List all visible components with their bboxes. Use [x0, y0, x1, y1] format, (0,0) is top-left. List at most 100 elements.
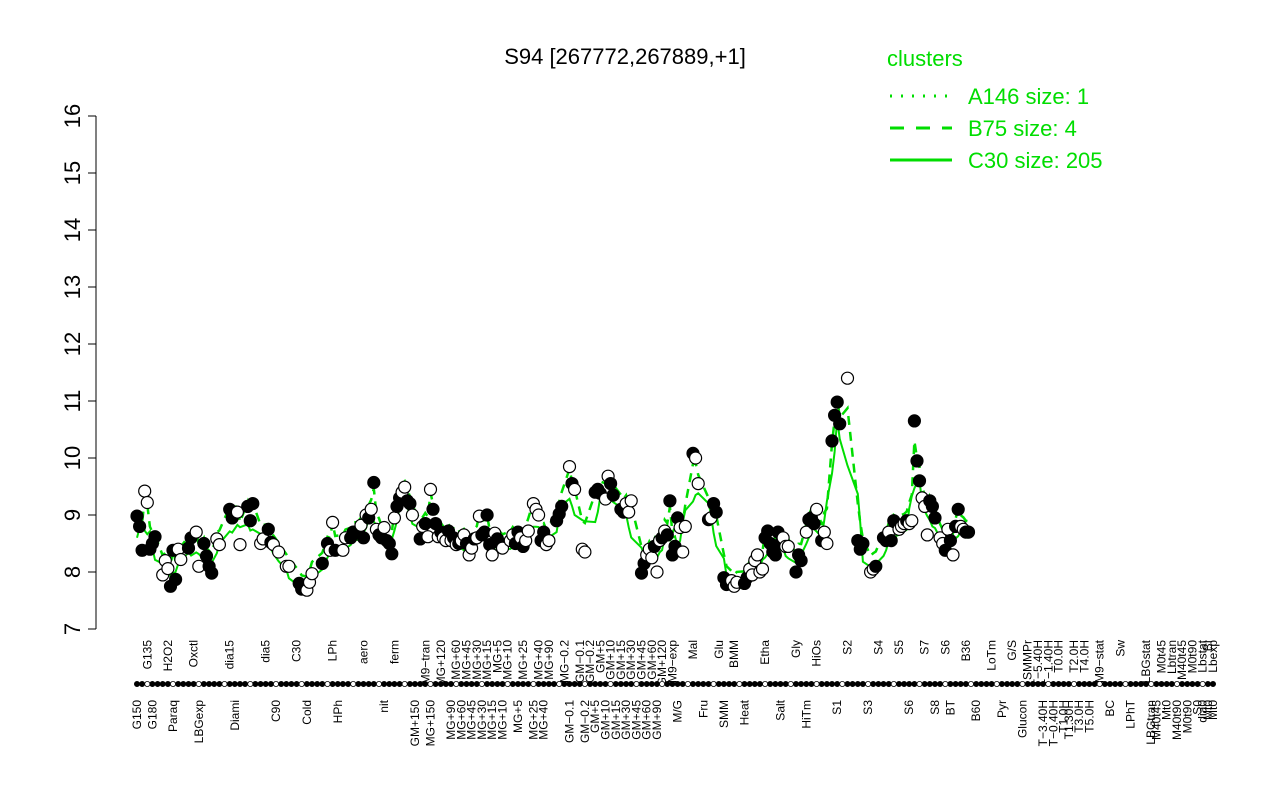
condition-marker [1081, 681, 1088, 688]
legend-title: clusters [887, 46, 963, 71]
x-tick-label: GM−0.2 [578, 700, 592, 743]
data-point [385, 547, 399, 561]
condition-marker [746, 681, 753, 688]
condition-marker [669, 681, 676, 688]
x-tick-label: MG+30 [470, 640, 484, 680]
x-tick-label: Mal [686, 640, 700, 659]
x-tick-label: BMM [727, 640, 741, 668]
condition-marker [762, 681, 769, 688]
condition-marker [1009, 681, 1016, 688]
data-point [817, 525, 831, 539]
condition-marker [885, 681, 892, 688]
data-point [907, 414, 922, 428]
data-point [426, 502, 440, 516]
condition-marker [988, 681, 995, 688]
condition-marker [370, 681, 377, 688]
x-tick-label: Diami [228, 700, 242, 731]
x-tick-label: Etha [758, 640, 772, 665]
x-tick-label: GM−0.1 [573, 640, 587, 683]
condition-marker [360, 681, 367, 688]
x-tick-label: B60 [969, 700, 983, 722]
x-tick-label: HPh [331, 700, 345, 723]
data-point [485, 548, 499, 562]
condition-marker [1045, 681, 1052, 688]
x-tick-label: GM+45 [635, 640, 649, 680]
x-tick-label: GM+120 [655, 640, 669, 687]
condition-marker [303, 681, 310, 688]
condition-marker [581, 681, 588, 688]
condition-marker [133, 681, 140, 688]
data-point [305, 567, 319, 581]
data-point [928, 511, 942, 525]
data-point [377, 520, 391, 535]
condition-marker [659, 681, 666, 688]
x-tick-label: T0.0H [1052, 640, 1066, 673]
y-tick-label: 7 [60, 623, 85, 635]
data-point [282, 559, 296, 573]
condition-marker [401, 681, 408, 688]
data-point [326, 515, 340, 530]
condition-marker [973, 681, 980, 688]
condition-marker [648, 681, 655, 688]
condition-marker [1101, 681, 1108, 688]
condition-marker [1158, 681, 1165, 688]
x-tick-label: GM+15 [609, 700, 623, 740]
condition-marker [1071, 681, 1078, 688]
condition-marker [674, 681, 681, 688]
y-tick-label: 11 [60, 390, 85, 413]
condition-marker [901, 681, 908, 688]
x-tick-label: MG+25 [516, 640, 530, 680]
data-point [480, 508, 494, 522]
condition-marker [231, 681, 238, 688]
data-point [709, 505, 723, 519]
condition-marker [808, 681, 815, 688]
condition-marker [993, 681, 1000, 688]
condition-marker [525, 681, 532, 688]
x-tick-label: H2O2 [161, 640, 175, 672]
condition-marker [1194, 681, 1201, 688]
x-tick-label: T−5.40H [1031, 640, 1045, 686]
condition-marker [818, 681, 825, 688]
x-tick-label: GM−0.2 [583, 640, 597, 683]
condition-marker [175, 681, 182, 688]
condition-marker [149, 681, 156, 688]
condition-marker [1040, 681, 1047, 688]
x-tick-label: GM+30 [619, 700, 633, 740]
data-point [650, 565, 664, 579]
condition-marker [654, 681, 661, 688]
x-tick-label: Lbtran [1165, 640, 1179, 674]
condition-marker [870, 681, 877, 688]
condition-marker [962, 681, 969, 688]
condition-marker [638, 681, 645, 688]
x-tick-label: MG+45 [465, 700, 479, 740]
condition-marker [499, 681, 506, 688]
condition-marker [329, 681, 336, 688]
condition-marker [715, 681, 722, 688]
data-point [261, 522, 275, 536]
condition-marker [484, 681, 491, 688]
x-tick-label: HiOs [810, 640, 824, 667]
x-tick-label: GM+5 [588, 700, 602, 733]
x-tick-label: BC [1103, 700, 1117, 717]
x-tick-label: Mt0 [1206, 700, 1220, 720]
condition-marker [756, 681, 763, 688]
condition-marker [576, 681, 583, 688]
condition-marker [453, 681, 460, 688]
condition-marker [571, 681, 578, 688]
x-tick-label: MG+45 [460, 640, 474, 680]
data-point [189, 525, 203, 539]
x-tick-label: S6 [938, 640, 952, 655]
x-tick-label: B36 [959, 640, 973, 662]
condition-marker [643, 681, 650, 688]
condition-marker [185, 681, 192, 688]
condition-marker [169, 681, 176, 688]
condition-marker [628, 681, 635, 688]
condition-marker [777, 681, 784, 688]
condition-marker [679, 681, 686, 688]
data-point [830, 395, 844, 409]
data-point [531, 508, 546, 522]
data-point [205, 566, 219, 580]
data-point [403, 497, 417, 511]
condition-marker [386, 681, 393, 688]
x-tick-label: S8 [928, 700, 942, 715]
